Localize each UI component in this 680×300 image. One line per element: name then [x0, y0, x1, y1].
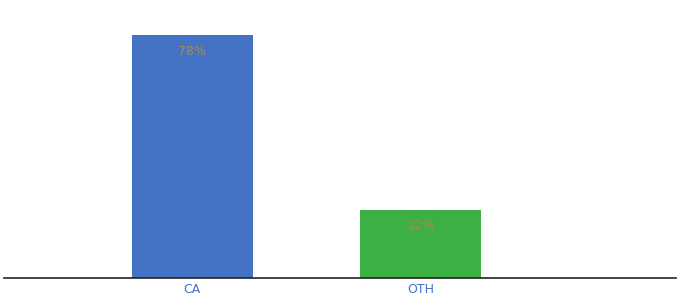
Bar: [360, 209, 481, 278]
Bar: [132, 35, 253, 278]
Text: 22%: 22%: [407, 219, 435, 232]
Text: 78%: 78%: [178, 45, 206, 58]
